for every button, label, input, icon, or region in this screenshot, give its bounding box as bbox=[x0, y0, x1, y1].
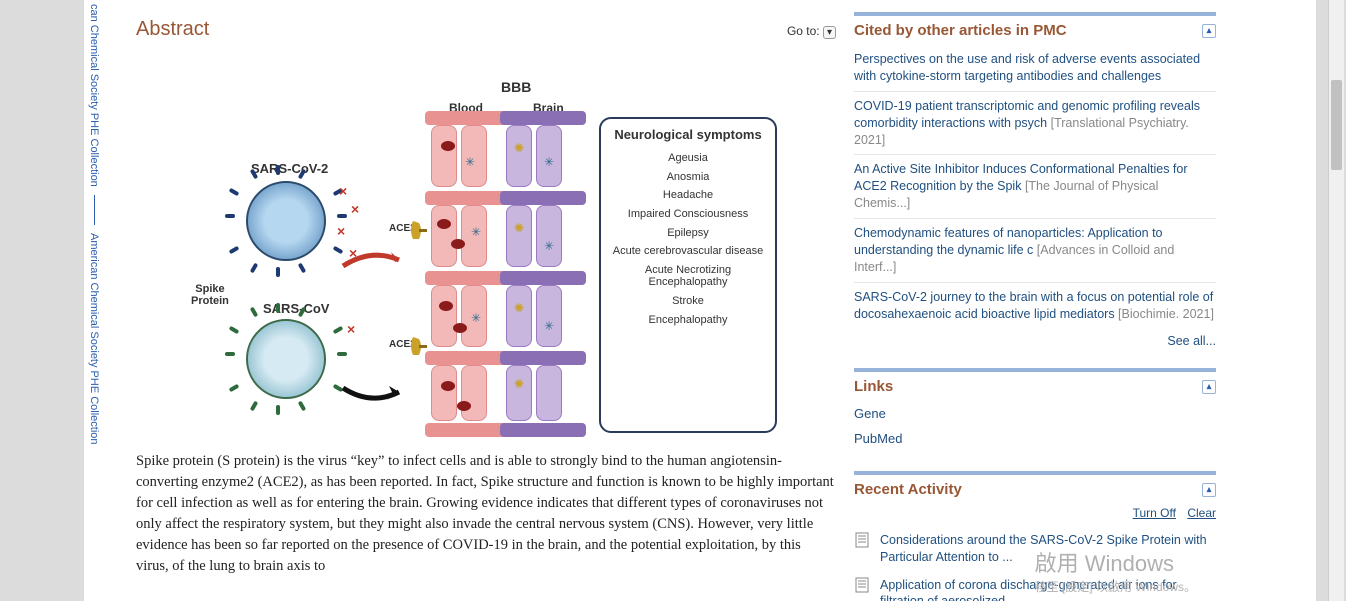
document-icon bbox=[854, 532, 870, 548]
document-icon bbox=[854, 577, 870, 593]
scrollbar-thumb[interactable] bbox=[1331, 80, 1342, 170]
sars1-virus-icon bbox=[246, 319, 326, 399]
clear-link[interactable]: Clear bbox=[1187, 506, 1216, 520]
symptoms-box: Neurological symptoms Ageusia Anosmia He… bbox=[599, 117, 777, 433]
side-label-divider bbox=[94, 195, 95, 225]
sars2-virus-icon bbox=[246, 181, 326, 261]
abstract-text: Spike protein (S protein) is the virus “… bbox=[136, 451, 836, 577]
cited-item[interactable]: COVID-19 patient transcriptomic and geno… bbox=[854, 92, 1216, 156]
cited-item[interactable]: Perspectives on the use and risk of adve… bbox=[854, 45, 1216, 92]
symptom-item: Impaired Consciousness bbox=[607, 208, 769, 221]
symptom-item: Acute cerebrovascular disease bbox=[607, 245, 769, 258]
symptom-item: Epilepsy bbox=[607, 227, 769, 240]
x-mark: × bbox=[337, 223, 345, 239]
symptoms-title: Neurological symptoms bbox=[607, 127, 769, 142]
side-label-top: can Chemical Society PHE Collection bbox=[88, 4, 100, 187]
recent-heading: Recent Activity bbox=[854, 481, 962, 498]
cited-by-heading: Cited by other articles in PMC bbox=[854, 22, 1067, 39]
symptom-item: Stroke bbox=[607, 295, 769, 308]
symptom-item: Acute Necrotizing Encephalopathy bbox=[607, 264, 769, 289]
spike-protein-label: SpikeProtein bbox=[191, 283, 229, 307]
bbb-barrier: ✳ ✳ ✳ bbox=[431, 111, 581, 431]
x-mark: × bbox=[339, 183, 347, 199]
graphical-abstract-figure[interactable]: BBB Blood Brain SpikeProtein SARS-CoV-2 … bbox=[191, 51, 781, 441]
links-block: Links ▴ Gene PubMed bbox=[854, 368, 1216, 451]
link-item[interactable]: PubMed bbox=[854, 426, 1216, 451]
side-label-bottom: American Chemical Society PHE Collection bbox=[88, 233, 100, 445]
goto-dropdown[interactable]: Go to: ▾ bbox=[787, 24, 836, 39]
recent-item[interactable]: Considerations around the SARS-CoV-2 Spi… bbox=[854, 526, 1216, 571]
abstract-heading: Abstract bbox=[136, 18, 209, 41]
see-all-link[interactable]: See all... bbox=[854, 328, 1216, 348]
cited-item[interactable]: Chemodynamic features of nanoparticles: … bbox=[854, 219, 1216, 283]
x-mark: × bbox=[351, 201, 359, 217]
recent-activity-block: Recent Activity ▴ Turn Off Clear Conside… bbox=[854, 471, 1216, 601]
ace2-receptor-icon bbox=[409, 217, 427, 243]
links-heading: Links bbox=[854, 378, 893, 395]
link-item[interactable]: Gene bbox=[854, 401, 1216, 426]
cited-item[interactable]: An Active Site Inhibitor Induces Conform… bbox=[854, 155, 1216, 219]
symptom-item: Encephalopathy bbox=[607, 314, 769, 327]
cited-item[interactable]: SARS-CoV-2 journey to the brain with a f… bbox=[854, 283, 1216, 329]
collapse-icon[interactable]: ▴ bbox=[1202, 483, 1216, 497]
symptom-item: Anosmia bbox=[607, 171, 769, 184]
left-gutter bbox=[0, 0, 84, 601]
arrow-red-icon bbox=[341, 246, 411, 276]
scrollbar[interactable] bbox=[1328, 0, 1344, 601]
right-gutter bbox=[1316, 0, 1346, 601]
collapse-icon[interactable]: ▴ bbox=[1202, 380, 1216, 394]
symptom-item: Headache bbox=[607, 189, 769, 202]
bbb-label: BBB bbox=[501, 79, 531, 95]
x-mark: × bbox=[347, 321, 355, 337]
arrow-black-icon bbox=[341, 376, 411, 406]
chevron-down-icon: ▾ bbox=[823, 26, 836, 39]
turn-off-link[interactable]: Turn Off bbox=[1133, 506, 1176, 520]
recent-item[interactable]: Application of corona discharge-generate… bbox=[854, 571, 1216, 601]
cited-by-block: Cited by other articles in PMC ▴ Perspec… bbox=[854, 12, 1216, 348]
journal-side-label: can Chemical Society PHE Collection Amer… bbox=[84, 0, 104, 601]
goto-label: Go to: bbox=[787, 24, 820, 38]
symptom-item: Ageusia bbox=[607, 152, 769, 165]
collapse-icon[interactable]: ▴ bbox=[1202, 24, 1216, 38]
